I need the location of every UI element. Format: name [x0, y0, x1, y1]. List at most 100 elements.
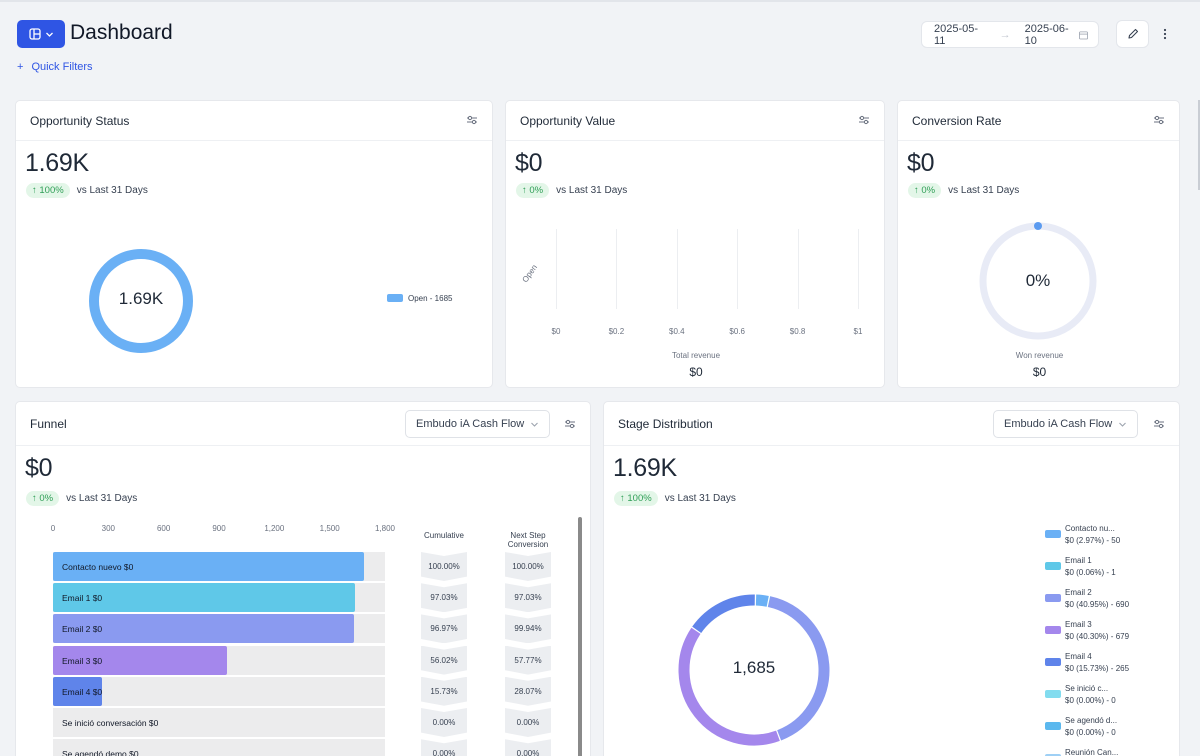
- legend-item[interactable]: Se agendó d... $0 (0.00%) - 0: [1065, 715, 1117, 739]
- next-step-value: 97.03%: [505, 583, 551, 613]
- legend-item[interactable]: Email 1 $0 (0.06%) - 1: [1065, 555, 1116, 579]
- donut-center-label: 1.69K: [118, 289, 164, 308]
- x-tick-label: $0: [551, 327, 561, 336]
- cumulative-value: 15.73%: [421, 676, 467, 706]
- funnel-row-track: [53, 676, 385, 706]
- pipeline-select[interactable]: Embudo iA Cash Flow: [405, 410, 550, 438]
- legend-item[interactable]: Email 4 $0 (15.73%) - 265: [1065, 651, 1129, 675]
- funnel-bar[interactable]: [53, 552, 364, 581]
- legend-stage-detail: $0 (40.30%) - 679: [1065, 632, 1130, 641]
- funnel-bar[interactable]: [53, 583, 355, 613]
- legend-item[interactable]: Email 3 $0 (40.30%) - 679: [1065, 619, 1129, 643]
- conversion-rate-card: Conversion Rate $0 ↑ 0% vs Last 31 Days …: [897, 100, 1180, 388]
- filter-settings-icon[interactable]: [1153, 418, 1165, 430]
- won-revenue-value: $0: [1032, 365, 1047, 379]
- filter-settings-icon[interactable]: [466, 114, 478, 126]
- kebab-icon: [1163, 28, 1167, 40]
- scrollbar[interactable]: [1198, 100, 1200, 190]
- card-title: Conversion Rate: [912, 113, 1002, 128]
- legend-swatch: [1045, 594, 1061, 602]
- filter-settings-icon[interactable]: [564, 418, 576, 430]
- card-title: Opportunity Status: [30, 113, 130, 128]
- funnel-scrollbar[interactable]: [578, 517, 582, 756]
- pencil-icon: [1127, 28, 1138, 39]
- donut-slice[interactable]: [692, 594, 755, 634]
- chevron-down-icon: [45, 32, 53, 37]
- legend-item[interactable]: Se inició c... $0 (0.00%) - 0: [1065, 683, 1116, 707]
- donut-slice[interactable]: [755, 594, 769, 607]
- x-tick-label: $0.6: [729, 327, 745, 336]
- gauge-center-label: 0%: [1025, 271, 1051, 290]
- layout-switcher-button[interactable]: [17, 20, 65, 48]
- edit-dashboard-button[interactable]: [1116, 20, 1149, 48]
- donut-ring-open[interactable]: [89, 249, 193, 353]
- opportunity-status-card: Opportunity Status 1.69K ↑ 100% vs Last …: [15, 100, 493, 388]
- legend-swatch: [1045, 754, 1061, 756]
- donut-slice[interactable]: [678, 627, 780, 746]
- legend-swatch: [1045, 658, 1061, 666]
- category-label: Open: [520, 262, 540, 285]
- funnel-stage-label: Se inició conversación $0: [62, 718, 159, 728]
- trend-row: ↑ 0% vs Last 31 Days: [516, 183, 627, 198]
- plus-icon: +: [17, 61, 24, 73]
- funnel-stage-label: Email 4 $0: [62, 686, 103, 697]
- status-donut: [89, 249, 193, 353]
- x-tick-label: 1,200: [264, 524, 285, 533]
- change-badge: ↑ 100%: [26, 183, 70, 198]
- compare-label: vs Last 31 Days: [76, 185, 148, 196]
- funnel-bar[interactable]: [53, 645, 228, 675]
- legend-stage-name: Email 1: [1065, 556, 1092, 565]
- page-title: Dashboard: [70, 21, 173, 44]
- legend-stage-name: Email 2: [1065, 588, 1092, 597]
- legend-swatch: [1045, 530, 1061, 538]
- funnel-bar[interactable]: [53, 614, 355, 644]
- x-tick-label: 300: [101, 524, 115, 533]
- legend-item[interactable]: Email 2 $0 (40.95%) - 690: [1065, 587, 1129, 611]
- date-start: 2025-05-11: [934, 22, 979, 47]
- date-range-picker[interactable]: 2025-05-11 → 2025-06-10: [921, 21, 1099, 48]
- grid-line: [737, 229, 739, 309]
- grid-line: [797, 229, 799, 309]
- funnel-stage-label: Se agendó demo $0: [62, 749, 139, 756]
- metric-value: $0: [515, 149, 543, 177]
- gauge-knob[interactable]: [1034, 222, 1042, 230]
- legend-stage-name: Email 4: [1065, 652, 1092, 661]
- arrow-right-icon: →: [999, 28, 1011, 41]
- compare-label: vs Last 31 Days: [664, 493, 736, 504]
- next-step-value: 57.77%: [505, 645, 551, 675]
- more-options-button[interactable]: [1158, 25, 1172, 43]
- donut-slice[interactable]: [767, 596, 830, 741]
- funnel-stage-label: Contacto nuevo $0: [62, 562, 134, 572]
- legend-swatch: [1045, 722, 1061, 730]
- legend-item[interactable]: Reunión Can...: [1065, 747, 1118, 756]
- legend-stage-detail: $0 (0.06%) - 1: [1065, 568, 1116, 577]
- x-tick-label: $0.4: [669, 327, 685, 336]
- change-badge: ↑ 0%: [26, 491, 60, 506]
- date-end: 2025-06-10: [1024, 22, 1069, 47]
- grid-line: [616, 229, 618, 309]
- legend-swatch: [1045, 626, 1061, 634]
- metric-value: 1.69K: [25, 149, 89, 177]
- next-step-value: 28.07%: [505, 676, 551, 706]
- funnel-bar[interactable]: [53, 676, 102, 706]
- chevron-down-icon: [531, 422, 538, 427]
- x-tick-label: 1,500: [319, 524, 340, 533]
- next-step-header: Next Step Conversion: [507, 531, 549, 549]
- filter-settings-icon[interactable]: [1153, 114, 1165, 126]
- legend-stage-name: Email 3: [1065, 620, 1092, 629]
- compare-label: vs Last 31 Days: [948, 185, 1020, 196]
- next-step-value: 0.00%: [505, 739, 551, 756]
- funnel-stage-label: Email 1 $0: [62, 593, 103, 604]
- cumulative-value: 56.02%: [421, 645, 467, 675]
- filter-settings-icon[interactable]: [858, 114, 870, 126]
- grid-line: [556, 229, 557, 309]
- legend-open[interactable]: Open - 1685: [408, 294, 453, 303]
- legend-item[interactable]: Contacto nu... $0 (2.97%) - 50: [1065, 523, 1120, 547]
- x-tick-label: $0.2: [608, 327, 625, 336]
- opportunity-value-card: Opportunity Value $0 ↑ 0% vs Last 31 Day…: [505, 100, 885, 388]
- pipeline-select[interactable]: Embudo iA Cash Flow: [993, 410, 1138, 438]
- x-tick-label: $1: [853, 327, 863, 336]
- x-tick-label: 900: [212, 524, 226, 533]
- cumulative-value: 97.03%: [421, 583, 467, 613]
- quick-filters-button[interactable]: + Quick Filters: [17, 61, 93, 73]
